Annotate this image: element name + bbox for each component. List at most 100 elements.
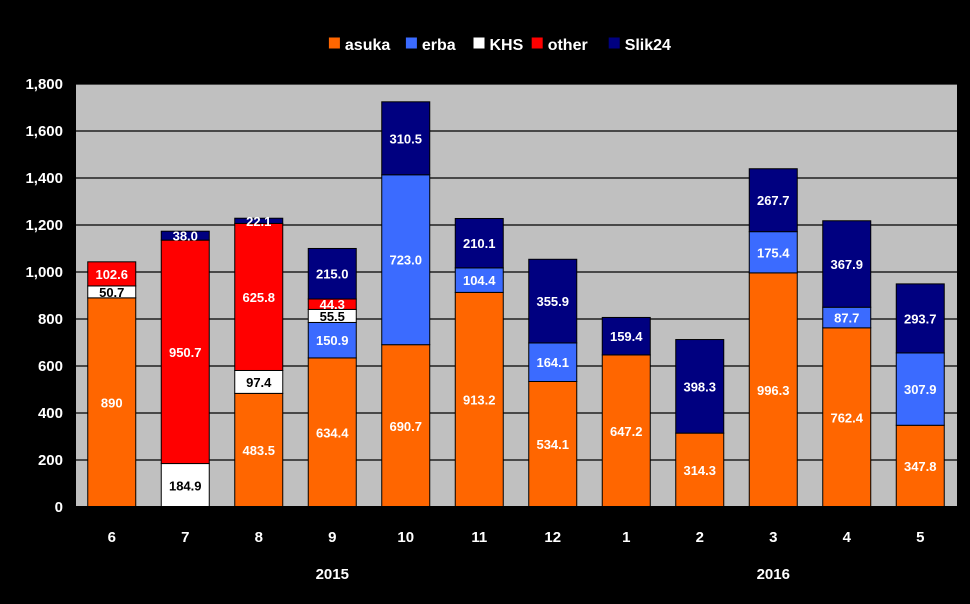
bar-segment-slik24 [160,230,210,241]
data-label: 723.0 [389,253,422,268]
bar-segment-slik24 [454,217,504,269]
bar-segment-asuka [748,272,798,508]
data-label: 355.9 [536,294,569,309]
y-tick-label: 0 [55,499,63,516]
bar-segment-asuka [454,291,504,508]
x-tick-label: 11 [471,529,487,546]
legend: asuka erba KHS other Slik24 [328,37,671,54]
legend-label: other [548,37,588,54]
data-label: 210.1 [463,236,496,251]
y-tick-label: 600 [38,358,63,375]
bar-segment-slik24 [528,258,578,344]
data-label: 647.2 [610,424,643,439]
data-label: 625.8 [242,290,275,305]
data-label: 175.4 [757,245,790,260]
data-label: 314.3 [683,463,716,478]
data-label: 483.5 [242,443,275,458]
data-label: 534.1 [536,437,569,452]
x-axis-ticks: 6 7 8 9 10 11 12 1 2 3 4 5 [74,507,958,546]
bar-segment-erba [307,321,357,359]
data-label: 164.1 [536,355,569,370]
bar-segment-erba [381,174,431,346]
bar-segment-other [87,261,137,287]
x-group-label: 2016 [757,566,790,583]
data-label: 50.7 [99,285,124,300]
bar-segment-erba [895,352,945,426]
data-label: 293.7 [904,311,937,326]
legend-label: erba [422,37,456,54]
bar-segment-slik24 [748,168,798,233]
data-label: 22.1 [246,214,271,229]
y-tick-label: 400 [38,405,63,422]
x-tick-label: 4 [843,529,852,546]
bar-segment-slik24 [381,101,431,176]
data-label: 996.3 [757,383,790,398]
bar-segment-slik24 [601,316,651,356]
data-label: 38.0 [173,229,198,244]
y-tick-label: 1,600 [25,123,63,140]
data-label: 634.4 [316,425,349,440]
y-tick-label: 800 [38,311,63,328]
legend-label: Slik24 [625,37,671,54]
x-tick-label: 1 [622,529,630,546]
data-label: 97.4 [246,375,272,390]
x-group-label: 2015 [316,566,349,583]
bars [87,101,945,508]
y-tick-label: 200 [38,452,63,469]
data-label: 398.3 [683,379,716,394]
bar-segment-slik24 [307,247,357,300]
x-tick-label: 6 [108,529,116,546]
bar-segment-slik24 [895,283,945,354]
x-tick-label: 3 [769,529,777,546]
x-tick-label: 2 [696,529,704,546]
gridlines [75,83,957,461]
bar-segment-erba [528,342,578,382]
legend-label: KHS [490,37,524,54]
data-label: 55.5 [320,309,345,324]
data-label: 913.2 [463,393,496,408]
legend-label: asuka [345,37,390,54]
y-tick-label: 1,000 [25,264,63,281]
data-label: 310.5 [389,131,422,146]
legend-swatch [328,37,340,49]
data-label: 690.7 [389,419,422,434]
bar-segment-erba [454,267,504,293]
x-axis-group-labels: 2015 2016 [316,566,790,583]
data-label: 102.6 [95,267,128,282]
data-label: 762.4 [830,410,863,425]
data-label: 950.7 [169,345,202,360]
data-label: 184.9 [169,478,202,493]
legend-swatch [405,37,417,49]
bar-segment-asuka [381,344,431,508]
x-tick-label: 10 [397,529,414,546]
bar-segment-asuka [87,297,137,508]
x-tick-label: 5 [916,529,924,546]
bar-segment-slik24 [822,220,872,308]
data-label: 267.7 [757,193,790,208]
y-axis-ticks: 0 200 400 600 800 1,000 1,200 1,400 1,600 1,800 [25,76,75,516]
bar-segment-asuka [601,354,651,508]
data-labels: 890 50.7 102.6 184.9 950.7 38.0 483.5 97.4 625.8… [95,131,936,493]
bar-segment-asuka [675,432,725,508]
data-label: 367.9 [830,257,863,272]
y-tick-label: 1,800 [25,76,63,93]
data-label: 104.4 [463,273,496,288]
legend-swatch [608,37,620,49]
data-label: 44.3 [320,297,345,312]
x-tick-label: 7 [181,529,189,546]
bar-segment-other [234,222,284,371]
data-label: 347.8 [904,459,937,474]
data-label: 159.4 [610,329,643,344]
x-tick-label: 12 [544,529,561,546]
bar-segment-asuka [822,327,872,508]
data-label: 890 [101,395,123,410]
data-label: 87.7 [834,311,859,326]
plot-area [75,84,957,507]
x-tick-label: 9 [328,529,336,546]
bar-segment-asuka [307,357,357,508]
data-label: 307.9 [904,382,937,397]
bar-segment-erba [748,231,798,274]
bar-segment-slik24 [234,217,284,224]
legend-swatch [473,37,485,49]
